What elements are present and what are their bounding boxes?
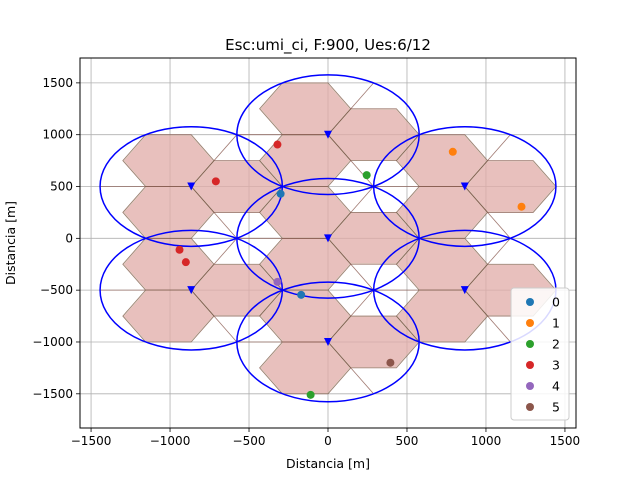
sector-boundary <box>190 289 238 343</box>
legend-marker-1 <box>526 319 534 327</box>
ue-point-3 <box>211 177 220 186</box>
sector-fill-red <box>397 135 487 186</box>
sector-fill-red <box>123 187 214 238</box>
ue-point-4 <box>273 277 282 286</box>
site-marker <box>460 286 469 295</box>
coverage-ellipses <box>99 74 557 403</box>
legend-marker-5 <box>526 403 534 411</box>
sector-fill-red <box>465 161 556 212</box>
ue-point-5 <box>386 358 395 367</box>
sector-fill-red <box>123 238 214 290</box>
ue-point-3 <box>181 258 190 267</box>
legend-label-2: 2 <box>552 337 560 352</box>
x-tick-label: 500 <box>396 434 419 448</box>
sector-fill-red <box>397 238 487 290</box>
x-tick-label: 1500 <box>550 434 581 448</box>
coverage-ellipse <box>372 125 557 248</box>
ue-point-1 <box>517 202 526 211</box>
sector-fill-red <box>397 187 487 238</box>
y-tick-label: 1000 <box>42 128 73 142</box>
y-tick-label: 1500 <box>42 76 73 90</box>
legend-box <box>510 287 570 421</box>
y-tick-label: 500 <box>50 180 73 194</box>
x-tick-label: −1500 <box>71 434 112 448</box>
site-markers <box>187 130 469 346</box>
ue-points <box>175 140 526 399</box>
sector-boundary <box>190 186 238 239</box>
x-tick-label: 1000 <box>471 434 502 448</box>
sector-boundary <box>190 238 238 291</box>
axis-ticks: −1500 −1000 −500 0 500 1000 1500−1500−1000−500… <box>32 76 580 448</box>
y-tick-label: −1500 <box>32 387 73 401</box>
sector-fill-red <box>123 135 214 186</box>
legend-label-3: 3 <box>552 358 560 373</box>
ue-point-0 <box>297 290 306 299</box>
legend: 0 1 2 3 4 5 <box>510 287 570 421</box>
site-marker <box>324 130 332 139</box>
sector-fill-red <box>123 290 214 342</box>
y-tick-label: −500 <box>40 283 73 297</box>
x-tick-label: −500 <box>233 434 266 448</box>
sector-boundary <box>464 289 511 343</box>
legend-label-0: 0 <box>552 295 560 310</box>
sector-boundary <box>327 186 374 239</box>
y-tick-label: 0 <box>65 231 73 245</box>
coverage-ellipse <box>99 125 284 248</box>
y-axis-label: Distancia [m] <box>3 201 18 285</box>
ue-point-3 <box>175 245 184 254</box>
site-marker <box>324 234 332 243</box>
y-tick-label: −1000 <box>32 335 73 349</box>
chart-title: Esc:umi_ci, F:900, Ues:6/12 <box>225 36 431 55</box>
ue-point-3 <box>273 140 282 149</box>
sector-boundary <box>464 134 511 187</box>
sector-fill-red <box>260 238 350 290</box>
legend-marker-0 <box>526 298 534 306</box>
ue-point-2 <box>306 390 315 399</box>
sector-fill-red <box>260 83 350 135</box>
legend-label-1: 1 <box>552 316 560 331</box>
ue-point-2 <box>362 171 371 180</box>
ue-point-0 <box>276 189 285 198</box>
sector-fill-red <box>260 290 350 342</box>
site-marker <box>460 182 469 191</box>
site-marker <box>187 182 196 191</box>
ue-point-1 <box>448 147 457 156</box>
x-axis-label: Distancia [m] <box>286 456 370 471</box>
sector-fill-red <box>260 187 350 238</box>
sector-fill-red <box>260 135 350 186</box>
sector-fill-red <box>397 290 487 342</box>
sector-boundary <box>327 341 374 395</box>
site-marker <box>324 337 332 346</box>
site-marker <box>187 286 196 295</box>
legend-marker-4 <box>526 382 534 390</box>
sector-boundary <box>464 186 511 239</box>
sector-boundary <box>190 134 238 187</box>
sector-boundary <box>327 289 374 343</box>
coverage-ellipse <box>99 229 284 351</box>
legend-marker-3 <box>526 361 534 369</box>
sector-fill-red <box>260 342 350 394</box>
sector-boundary <box>464 238 511 291</box>
legend-label-5: 5 <box>552 400 560 415</box>
sector-boundary <box>327 238 374 291</box>
sector-boundary <box>327 82 374 135</box>
x-tick-label: 0 <box>324 434 332 448</box>
legend-marker-2 <box>526 340 534 348</box>
x-tick-label: −1000 <box>150 434 191 448</box>
legend-label-4: 4 <box>552 379 560 394</box>
